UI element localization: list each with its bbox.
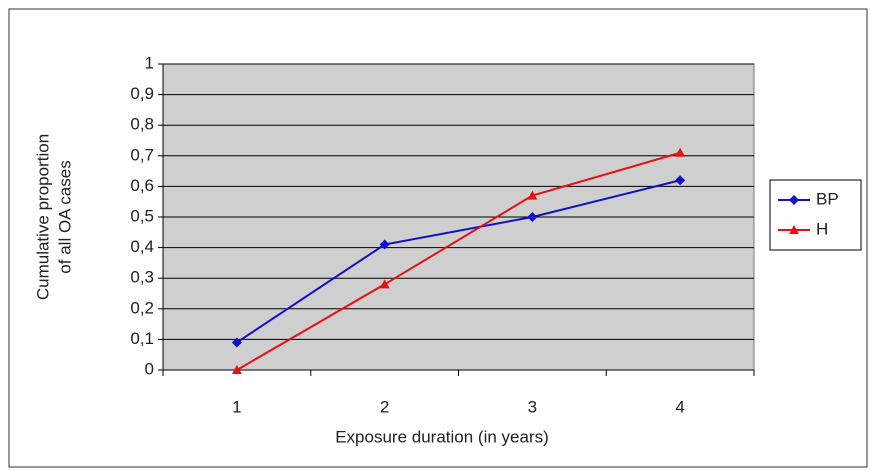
y-axis-label: Cumulative proportion [33, 134, 52, 300]
marker [379, 279, 390, 289]
x-axis-label: Exposure duration (in years) [335, 427, 549, 446]
marker [789, 195, 799, 205]
marker [379, 239, 390, 250]
marker [527, 212, 538, 222]
marker [675, 175, 686, 186]
x-tick-label: 1 [232, 397, 241, 416]
y-tick-label: 0,8 [130, 115, 154, 134]
series-line [236, 179, 681, 344]
y-tick-label: 0,1 [130, 329, 154, 348]
x-tick-label: 3 [528, 397, 537, 416]
legend-label: H [816, 219, 828, 238]
marker [527, 190, 538, 200]
y-tick-label: 0,2 [130, 298, 154, 317]
y-tick-label: 1 [145, 53, 154, 72]
marker [231, 337, 242, 348]
series-line [236, 151, 681, 371]
y-tick-label: 0,4 [130, 237, 154, 256]
y-tick-label: 0,7 [130, 145, 154, 164]
marker [231, 365, 242, 374]
legend-label: BP [816, 189, 839, 208]
y-tick-label: 0,3 [130, 268, 154, 287]
y-tick-label: 0,6 [130, 176, 154, 195]
marker [675, 147, 686, 157]
marker [789, 225, 799, 234]
x-tick-label: 2 [380, 397, 389, 416]
legend-box [769, 179, 862, 251]
y-tick-label: 0,5 [130, 206, 154, 225]
y-tick-label: 0 [145, 359, 154, 378]
y-tick-label: 0,9 [130, 84, 154, 103]
y-axis-label: of all OA cases [55, 160, 74, 273]
x-tick-label: 4 [675, 397, 684, 416]
